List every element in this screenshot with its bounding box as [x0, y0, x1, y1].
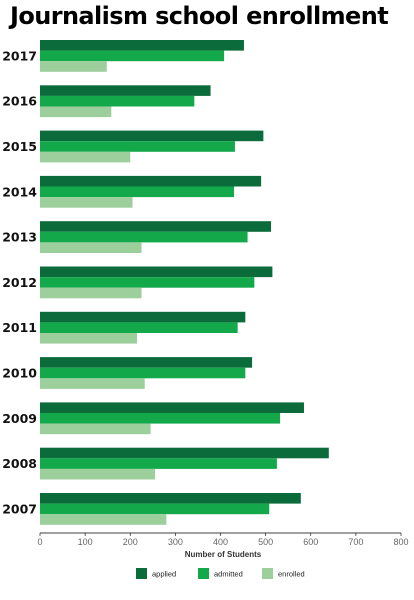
bar-admitted-2015 — [40, 141, 235, 152]
year-label-2008: 2008 — [2, 456, 37, 471]
bar-admitted-2011 — [40, 322, 238, 333]
x-tick-label-0: 0 — [37, 537, 42, 547]
bar-admitted-2012 — [40, 277, 255, 288]
bar-applied-2011 — [40, 311, 246, 323]
year-label-2007: 2007 — [2, 501, 37, 516]
legend-swatch-enrolled — [262, 568, 273, 579]
bar-admitted-2016 — [40, 95, 195, 107]
chart-title: Journalism school enrollment — [10, 2, 389, 30]
bar-enrolled-2013 — [40, 242, 142, 253]
x-axis-ticks: 0 100 200 300 400 500 600 700 800 — [37, 533, 409, 547]
year-label-2010: 2010 — [2, 366, 37, 381]
x-tick-label-300: 300 — [168, 537, 183, 547]
legend-swatch-applied — [136, 568, 147, 579]
x-tick-label-200: 200 — [123, 537, 138, 547]
bar-applied-2009 — [40, 402, 304, 413]
year-labels: 2017 2016 2015 2014 2013 2012 2011 2010 2009 2008… — [2, 48, 37, 516]
bar-enrolled-2015 — [40, 151, 131, 163]
bar-enrolled-2012 — [40, 287, 142, 299]
bar-enrolled-2016 — [40, 106, 112, 118]
x-tick-label-700: 700 — [348, 537, 363, 547]
bars-layer — [40, 40, 329, 525]
year-label-2017: 2017 — [2, 48, 37, 63]
bar-enrolled-2010 — [40, 378, 145, 389]
bar-enrolled-2008 — [40, 468, 156, 480]
legend-label-enrolled: enrolled — [278, 570, 305, 579]
bar-admitted-2017 — [40, 50, 225, 62]
bar-applied-2010 — [40, 357, 253, 368]
bar-admitted-2013 — [40, 231, 248, 243]
bar-admitted-2014 — [40, 186, 235, 198]
x-tick-label-800: 800 — [393, 537, 408, 547]
bar-applied-2008 — [40, 447, 329, 459]
year-label-2015: 2015 — [2, 139, 37, 154]
bar-enrolled-2014 — [40, 197, 133, 208]
bar-enrolled-2007 — [40, 514, 167, 525]
year-label-2014: 2014 — [2, 184, 37, 199]
bar-enrolled-2017 — [40, 61, 107, 72]
bar-applied-2012 — [40, 266, 273, 278]
bar-applied-2015 — [40, 130, 264, 142]
bar-applied-2013 — [40, 221, 272, 232]
x-tick-label-100: 100 — [78, 537, 93, 547]
x-tick-label-400: 400 — [213, 537, 228, 547]
bar-applied-2014 — [40, 175, 262, 187]
year-label-2013: 2013 — [2, 230, 37, 245]
bar-applied-2016 — [40, 85, 211, 96]
year-label-2016: 2016 — [2, 94, 37, 109]
x-axis-title: Number of Students — [185, 550, 262, 559]
bar-enrolled-2009 — [40, 423, 151, 435]
bar-admitted-2010 — [40, 367, 246, 379]
year-label-2012: 2012 — [2, 275, 37, 290]
bar-applied-2017 — [40, 40, 244, 51]
legend: applied admitted enrolled — [136, 568, 305, 579]
year-label-2009: 2009 — [2, 411, 37, 426]
x-tick-label-600: 600 — [303, 537, 318, 547]
bar-admitted-2007 — [40, 503, 270, 515]
bar-admitted-2009 — [40, 413, 281, 424]
bar-enrolled-2011 — [40, 333, 138, 344]
year-label-2011: 2011 — [2, 320, 37, 335]
bar-admitted-2008 — [40, 458, 277, 469]
bar-applied-2007 — [40, 493, 301, 504]
legend-label-admitted: admitted — [214, 570, 243, 579]
legend-label-applied: applied — [152, 570, 176, 579]
legend-swatch-admitted — [198, 568, 209, 579]
x-tick-label-500: 500 — [258, 537, 273, 547]
